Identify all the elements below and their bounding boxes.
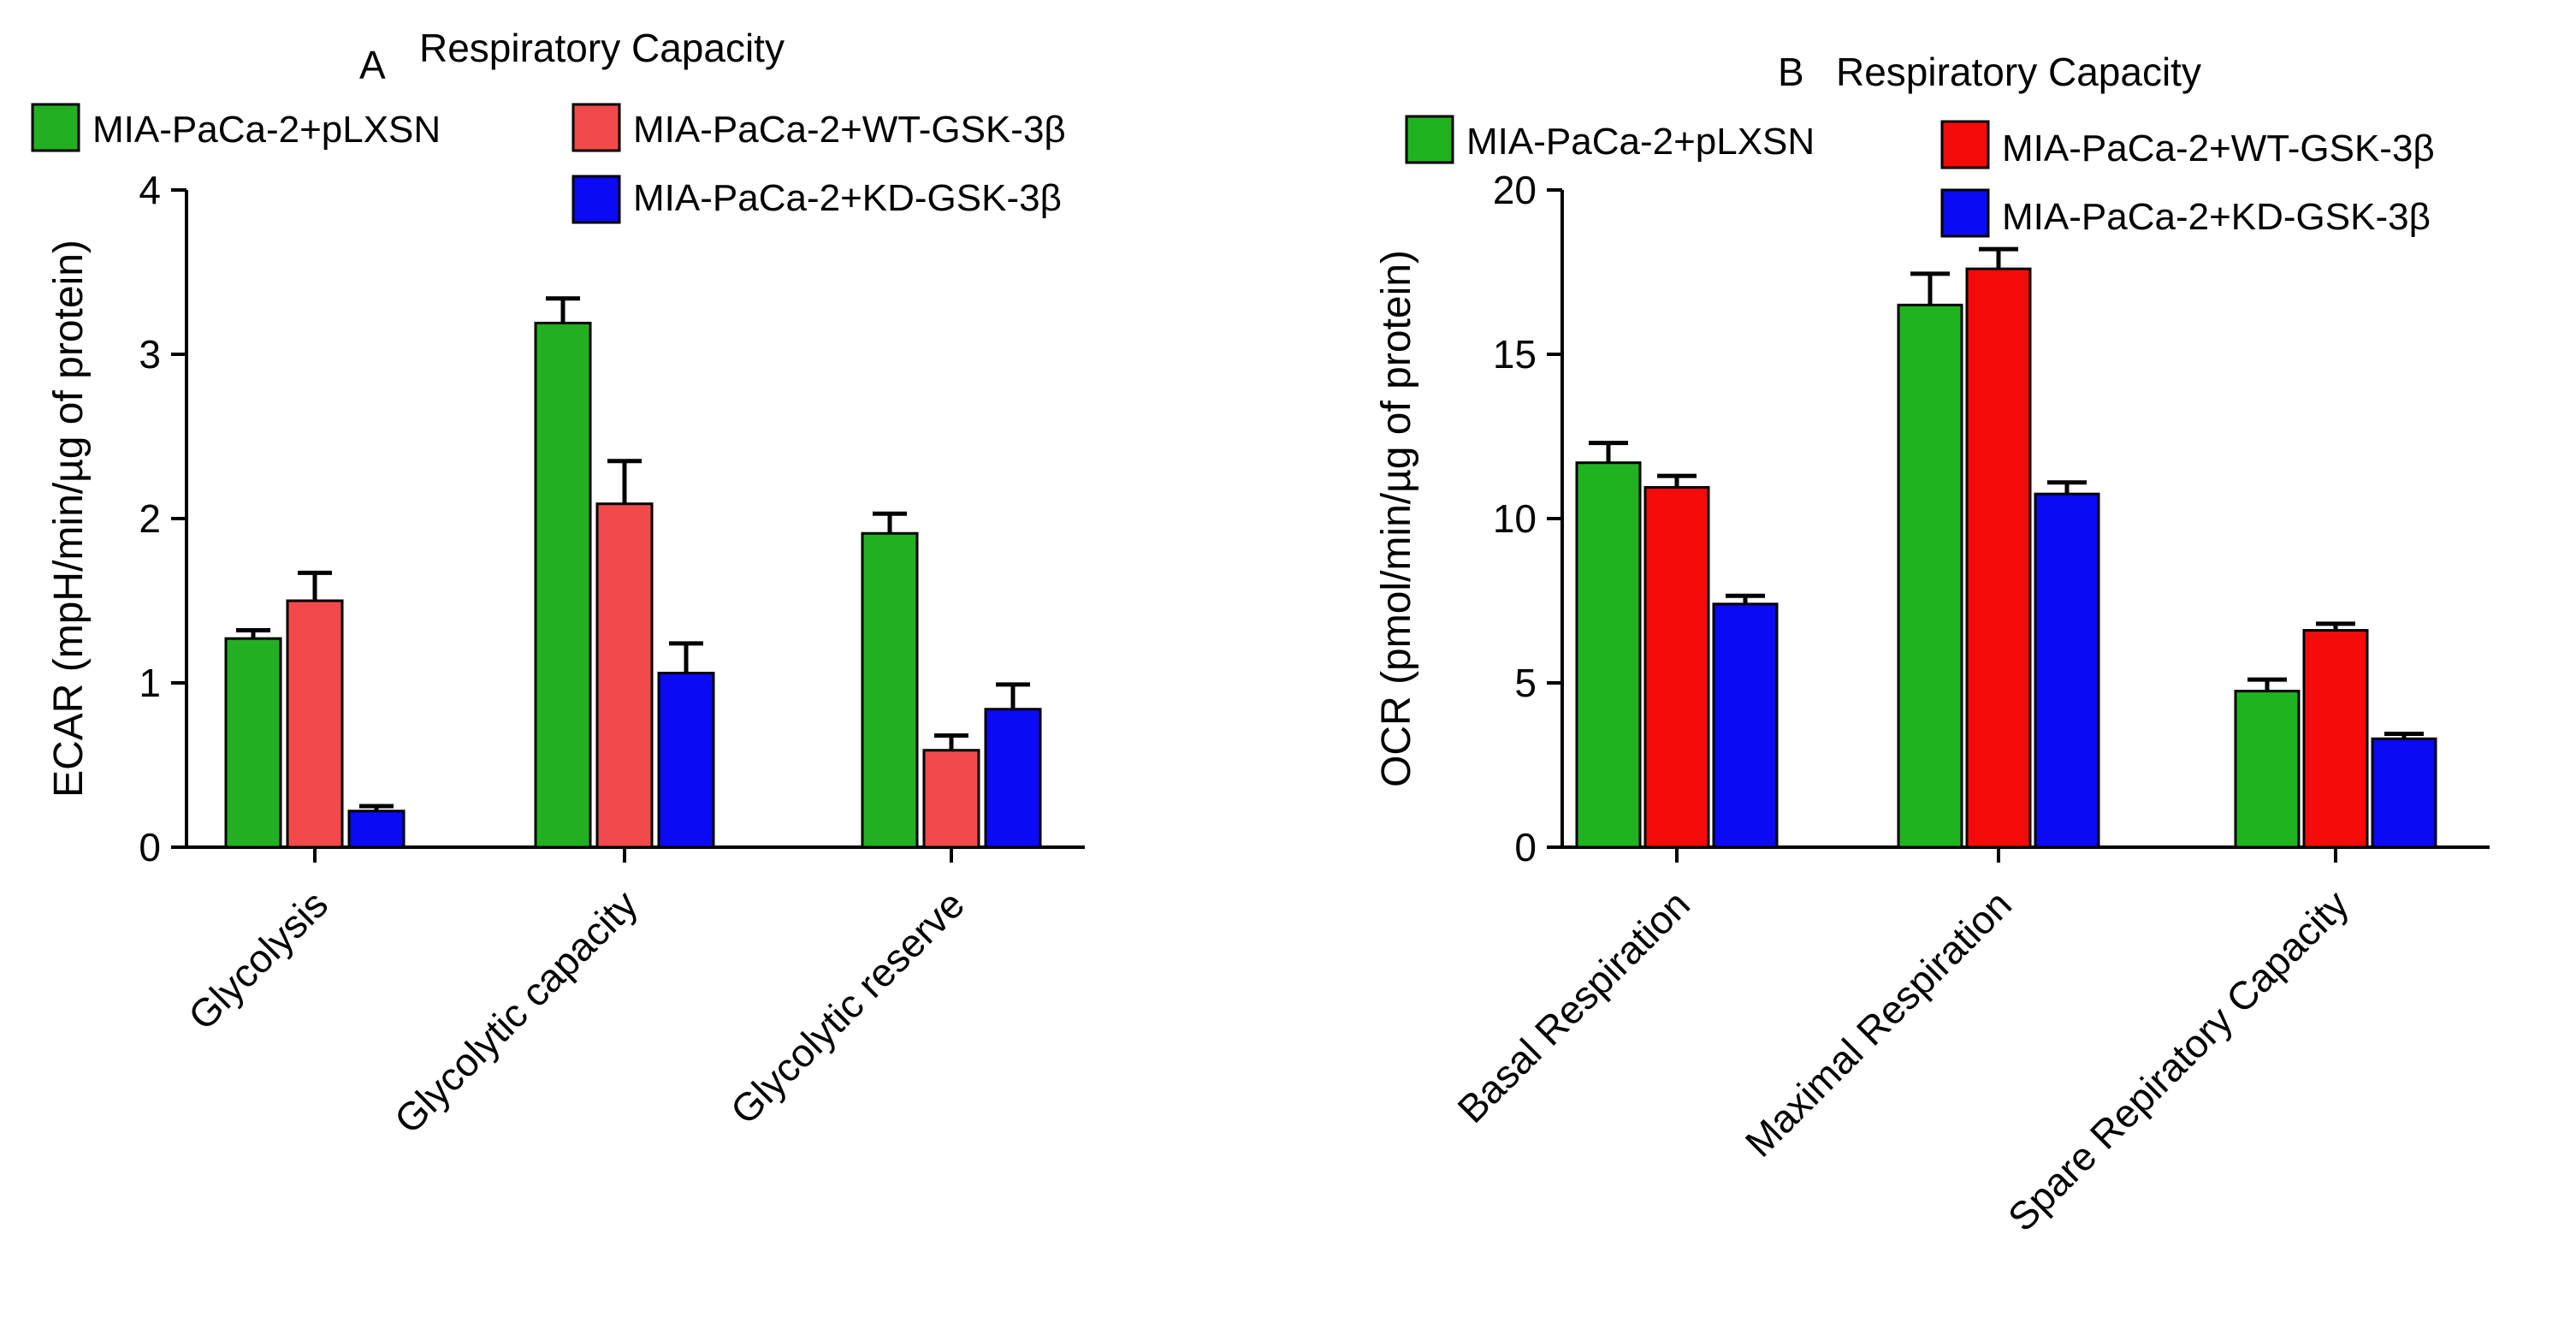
panel-a-y-tick-label-0: 0 [139, 825, 161, 869]
panel-b-bar-0-1 [1643, 486, 1710, 849]
panel-a-bar-1-2 [657, 671, 715, 849]
panel-b-legend-label-0: MIA-PaCa-2+pLXSN [1466, 121, 1815, 163]
panel-a-bar-0-1 [286, 599, 344, 849]
panel-b-y-tick-label-4: 20 [1493, 168, 1537, 212]
panel-a-y-tick-label-3: 3 [139, 332, 161, 377]
panel-b-bar-1-1 [1965, 267, 2032, 849]
panel-a-legend-label-1: MIA-PaCa-2+WT-GSK-3β [633, 109, 1066, 151]
panel-b-y-tick-label-1: 5 [1514, 661, 1537, 705]
panel-b-legend-label-1: MIA-PaCa-2+WT-GSK-3β [2002, 128, 2435, 169]
panel-b-bar-2-0 [2234, 690, 2301, 849]
panel-b-category-label-0: Basal Respiration [1448, 881, 1698, 1131]
panel-b-category-label-1: Maximal Respiration [1737, 881, 2020, 1165]
panel-a-bar-1-1 [595, 502, 654, 849]
panel-a-y-tick-label-1: 1 [139, 661, 161, 705]
panel-b: B Respiratory Capacity MIA-PaCa-2+pLXSN MIA… [1374, 50, 2490, 1240]
panel-b-bar-0-2 [1712, 602, 1779, 849]
panel-a-letter: A [359, 43, 386, 87]
panel-b-y-tick-label-0: 0 [1514, 825, 1537, 869]
panel-b-legend-swatch-0 [1405, 115, 1454, 164]
panel-a-title: Respiratory Capacity [419, 26, 785, 70]
panel-a-legend-swatch-0 [31, 103, 80, 152]
panel-a-y-tick-label-2: 2 [139, 496, 161, 541]
panel-a-bar-1-0 [534, 322, 592, 849]
panel-a: A Respiratory Capacity MIA-PaCa-2+pLXSN MIA… [31, 26, 1085, 1142]
panel-b-legend-swatch-2 [1940, 188, 1990, 238]
panel-a-legend-label-0: MIA-PaCa-2+pLXSN [92, 109, 441, 151]
panel-a-bar-2-0 [861, 531, 919, 849]
panel-a-bar-0-0 [224, 637, 282, 849]
panel-b-bar-1-0 [1897, 303, 1963, 849]
panel-a-category-label-1: Glycolytic capacity [386, 881, 646, 1142]
panel-a-category-label-2: Glycolytic reserve [722, 881, 973, 1132]
panel-b-bar-1-2 [2034, 492, 2100, 849]
panel-a-y-tick-label-4: 4 [139, 168, 161, 212]
panel-a-bar-2-2 [984, 708, 1042, 849]
panel-b-title: Respiratory Capacity [1836, 50, 2201, 94]
panel-b-bar-2-2 [2371, 737, 2437, 849]
panel-a-category-label-0: Glycolysis [180, 881, 336, 1038]
panel-b-bar-2-1 [2302, 629, 2369, 849]
panel-b-y-tick-label-2: 10 [1493, 496, 1537, 541]
panel-b-y-axis-label: OCR (pmol/min/µg of protein) [1374, 250, 1419, 787]
panel-a-bar-0-2 [347, 810, 406, 849]
panel-a-legend-swatch-1 [571, 103, 621, 152]
panel-b-y-tick-label-3: 15 [1493, 332, 1537, 377]
panel-b-letter: B [1778, 50, 1804, 94]
panel-a-y-axis-label: ECAR (mpH/min/µg of protein) [46, 240, 92, 798]
panel-a-legend-swatch-2 [571, 175, 621, 224]
panel-b-legend-label-2: MIA-PaCa-2+KD-GSK-3β [2002, 196, 2431, 238]
panel-a-bar-2-1 [922, 749, 980, 849]
panel-b-bar-0-0 [1575, 461, 1642, 849]
panel-a-legend-label-2: MIA-PaCa-2+KD-GSK-3β [633, 177, 1062, 219]
panel-b-category-label-2: Spare Repiratory Capacity [1999, 881, 2357, 1239]
panel-b-legend-swatch-1 [1940, 120, 1990, 169]
